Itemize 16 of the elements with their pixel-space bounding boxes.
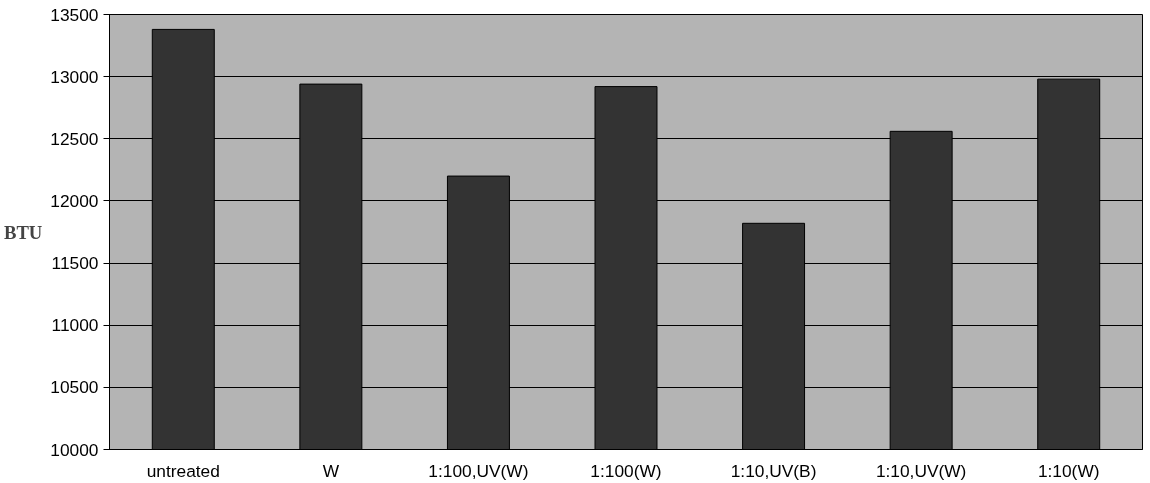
x-tick-label: 1:10(W) xyxy=(1037,460,1100,481)
x-tick-label: 1:100(W) xyxy=(590,460,662,481)
x-tick-label: 1:100,UV(W) xyxy=(428,460,529,481)
y-tick-label: 13000 xyxy=(50,66,99,87)
y-axis-title: BTU xyxy=(3,221,43,243)
x-tick-label: untreated xyxy=(146,460,220,481)
y-tick-label: 12000 xyxy=(50,190,99,211)
y-tick-label: 10000 xyxy=(50,439,99,460)
x-tick-label: W xyxy=(322,460,340,481)
y-tick-label: 11500 xyxy=(51,253,99,274)
y-tick-label: 10500 xyxy=(50,377,99,398)
y-tick-label: 13500 xyxy=(50,4,99,25)
y-tick-label: 12500 xyxy=(50,128,99,149)
y-tick-label: 11000 xyxy=(51,315,99,336)
x-tick-label: 1:10,UV(W) xyxy=(875,460,967,481)
x-tick-label: 1:10,UV(B) xyxy=(730,460,817,481)
